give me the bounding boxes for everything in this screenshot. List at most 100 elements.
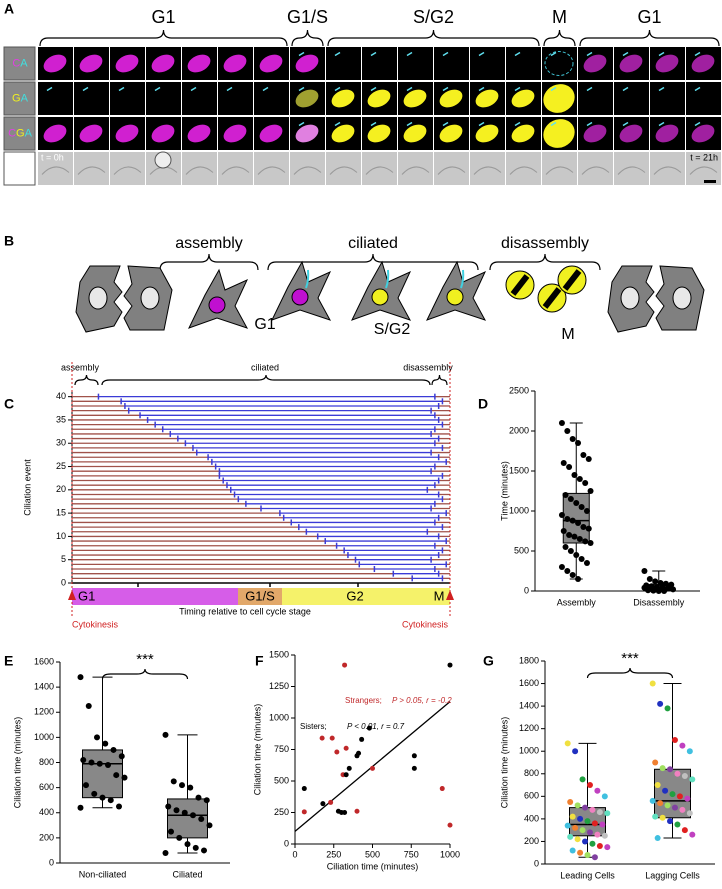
data-point <box>604 844 611 851</box>
phase-brace <box>489 253 601 271</box>
cilium <box>370 51 377 57</box>
data-point <box>671 804 678 811</box>
significance: *** <box>621 650 639 667</box>
data-point <box>666 583 673 590</box>
stage-label: G2 <box>346 588 363 603</box>
data-point <box>652 813 659 820</box>
data-point <box>569 517 576 524</box>
cilium <box>586 86 593 92</box>
nucleus <box>439 89 463 108</box>
cilium <box>154 86 161 92</box>
data-point <box>596 809 603 816</box>
cilium <box>190 86 197 92</box>
stage-label: S/G2 <box>413 7 454 27</box>
data-point <box>564 428 571 434</box>
x-tick-label: 750 <box>404 849 419 859</box>
stage-label: G1 <box>637 7 661 27</box>
cilium <box>478 51 485 57</box>
fluor-cell <box>434 47 469 80</box>
data-point <box>567 798 574 805</box>
series-name: Strangers; <box>345 696 382 705</box>
y-tick-label: 1000 <box>269 712 289 722</box>
data-point <box>652 586 659 593</box>
nucleus <box>367 89 391 108</box>
cilium <box>118 86 125 92</box>
data-point <box>582 480 589 486</box>
cilium <box>550 121 557 127</box>
nucleus <box>655 124 679 143</box>
panel-label: C <box>4 396 14 412</box>
stage-label: M <box>552 7 567 27</box>
data-point <box>110 746 117 753</box>
cytokinesis-arrow <box>446 590 454 600</box>
x-tick-label: Ciliated <box>172 869 202 879</box>
data-point <box>346 765 352 771</box>
stage-label: G1 <box>78 588 95 603</box>
cilium <box>514 121 521 127</box>
cilium <box>370 121 377 127</box>
cilium <box>370 86 377 92</box>
y-tick-label: 1600 <box>519 678 539 688</box>
data-point <box>676 793 683 800</box>
y-tick-label: 200 <box>524 836 539 846</box>
brightfield-texture <box>257 166 286 175</box>
panel-label: G <box>483 653 494 669</box>
y-tick-label: 1200 <box>519 723 539 733</box>
data-point <box>99 794 106 801</box>
data-point <box>575 576 582 582</box>
data-point <box>447 822 453 828</box>
data-point <box>571 533 578 540</box>
phase-label: disassembly <box>403 362 453 372</box>
x-tick-label: Assembly <box>557 597 597 607</box>
nucleus <box>115 124 139 143</box>
data-point <box>589 840 596 847</box>
data-point <box>569 847 576 854</box>
data-point <box>657 700 664 707</box>
brightfield-cell <box>578 152 613 185</box>
brightfield-cell <box>614 152 649 185</box>
data-point <box>582 804 589 811</box>
nucleus <box>655 54 679 73</box>
data-point <box>366 725 372 731</box>
row-label-letter: C <box>8 127 16 139</box>
stage-bar <box>72 588 238 605</box>
data-point <box>686 810 693 817</box>
data-point <box>569 572 576 578</box>
data-point <box>584 818 591 825</box>
brightfield-cell <box>38 152 73 185</box>
y-tick-label: 0 <box>534 858 539 868</box>
data-point <box>569 436 576 442</box>
data-point <box>654 835 661 842</box>
y-tick-label: 1400 <box>34 682 54 692</box>
data-point <box>596 842 603 849</box>
cilium <box>514 51 521 57</box>
data-point <box>301 809 307 815</box>
data-point <box>667 818 674 825</box>
stage-brace <box>579 29 720 47</box>
data-point <box>113 772 120 779</box>
nucleus <box>208 296 226 314</box>
cilium <box>305 269 310 289</box>
data-point <box>562 544 569 550</box>
cilium <box>460 269 465 289</box>
nucleus <box>446 288 464 306</box>
nucleus <box>672 286 692 310</box>
data-point <box>686 748 693 755</box>
cytokinesis-arrow <box>68 590 76 600</box>
fluor-cell <box>650 82 685 115</box>
chromosomes <box>542 287 562 309</box>
stage-bar <box>282 588 428 605</box>
data-point <box>567 833 574 840</box>
cilium <box>586 51 593 57</box>
data-point <box>411 753 417 759</box>
nucleus <box>151 54 175 73</box>
stage-bar <box>428 588 450 605</box>
fluor-cell <box>542 47 577 80</box>
nucleus <box>691 54 715 73</box>
data-point <box>343 745 349 751</box>
fluor-cell <box>578 82 613 115</box>
data-point <box>681 827 688 834</box>
nucleus <box>151 124 175 143</box>
data-point <box>679 742 686 749</box>
